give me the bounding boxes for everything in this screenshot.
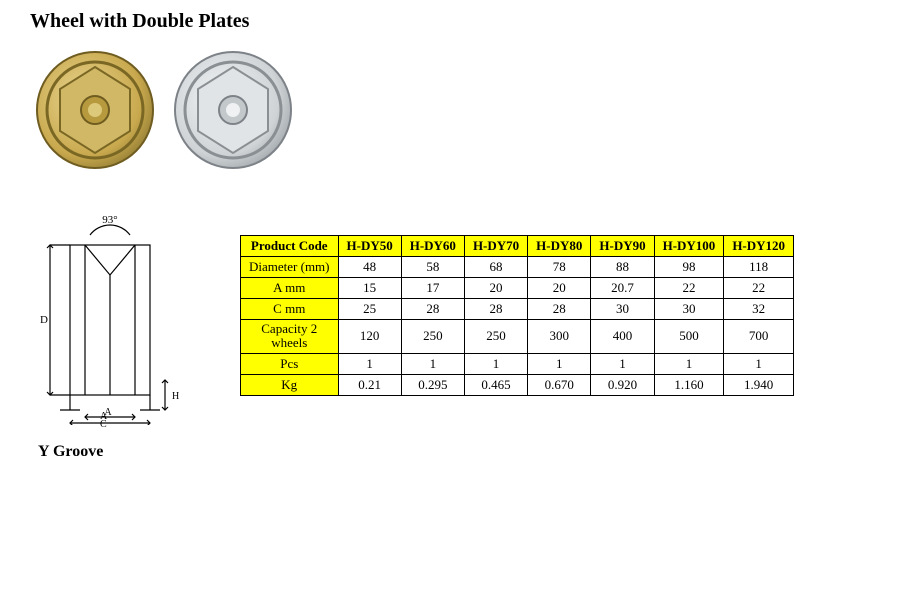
cell: 28 (464, 299, 527, 320)
table-row: C mm25282828303032 (241, 299, 794, 320)
cell: 300 (528, 320, 591, 354)
cell: 28 (401, 299, 464, 320)
cell: 15 (338, 278, 401, 299)
row-label: Diameter (mm) (241, 257, 339, 278)
groove-label: Y Groove (38, 443, 210, 461)
angle-label: 93° (102, 214, 117, 226)
col-h-dy100: H-DY100 (654, 236, 724, 257)
cell: 17 (401, 278, 464, 299)
table-row: Diameter (mm)485868788898118 (241, 257, 794, 278)
wheel-photo-silver (168, 45, 298, 175)
cell: 500 (654, 320, 724, 354)
cell: 1 (591, 353, 654, 374)
cell: 700 (724, 320, 794, 354)
cell: 1 (464, 353, 527, 374)
dim-c-text: C (100, 419, 107, 430)
wheel-photo-gold (30, 45, 160, 175)
row-label: Capacity 2wheels (241, 320, 339, 354)
cell: 0.465 (464, 374, 527, 395)
table-row: A mm1517202020.72222 (241, 278, 794, 299)
cell: 1 (338, 353, 401, 374)
table-row: Pcs1111111 (241, 353, 794, 374)
cell: 68 (464, 257, 527, 278)
row-label: C mm (241, 299, 339, 320)
cell: 20.7 (591, 278, 654, 299)
col-h-dy50: H-DY50 (338, 236, 401, 257)
dim-d-label: D (40, 314, 48, 326)
cell: 1 (724, 353, 794, 374)
row-label: Kg (241, 374, 339, 395)
cell: 0.670 (528, 374, 591, 395)
cell: 20 (464, 278, 527, 299)
cell: 48 (338, 257, 401, 278)
cell: 20 (528, 278, 591, 299)
cell: 250 (464, 320, 527, 354)
cell: 1 (654, 353, 724, 374)
cell: 98 (654, 257, 724, 278)
cell: 120 (338, 320, 401, 354)
cell: 30 (654, 299, 724, 320)
cell: 1.940 (724, 374, 794, 395)
cell: 1 (401, 353, 464, 374)
table-row: Capacity 2wheels120250250300400500700 (241, 320, 794, 354)
page-title: Wheel with Double Plates (30, 10, 872, 33)
cell: 22 (654, 278, 724, 299)
cell: 0.21 (338, 374, 401, 395)
cell: 400 (591, 320, 654, 354)
cell: 28 (528, 299, 591, 320)
col-product-code: Product Code (241, 236, 339, 257)
cell: 32 (724, 299, 794, 320)
table-header-row: Product CodeH-DY50H-DY60H-DY70H-DY80H-DY… (241, 236, 794, 257)
col-h-dy90: H-DY90 (591, 236, 654, 257)
cell: 22 (724, 278, 794, 299)
groove-diagram: 93° D H A A C (30, 205, 190, 425)
cell: 25 (338, 299, 401, 320)
cell: 78 (528, 257, 591, 278)
col-h-dy80: H-DY80 (528, 236, 591, 257)
cell: 0.920 (591, 374, 654, 395)
cell: 1.160 (654, 374, 724, 395)
dim-h-label: H (172, 391, 179, 402)
cell: 88 (591, 257, 654, 278)
cell: 250 (401, 320, 464, 354)
spec-table: Product CodeH-DY50H-DY60H-DY70H-DY80H-DY… (240, 235, 794, 396)
col-h-dy120: H-DY120 (724, 236, 794, 257)
cell: 1 (528, 353, 591, 374)
row-label: Pcs (241, 353, 339, 374)
cell: 30 (591, 299, 654, 320)
cell: 0.295 (401, 374, 464, 395)
col-h-dy60: H-DY60 (401, 236, 464, 257)
product-photos (30, 45, 872, 175)
cell: 58 (401, 257, 464, 278)
row-label: A mm (241, 278, 339, 299)
col-h-dy70: H-DY70 (464, 236, 527, 257)
cell: 118 (724, 257, 794, 278)
table-row: Kg0.210.2950.4650.6700.9201.1601.940 (241, 374, 794, 395)
